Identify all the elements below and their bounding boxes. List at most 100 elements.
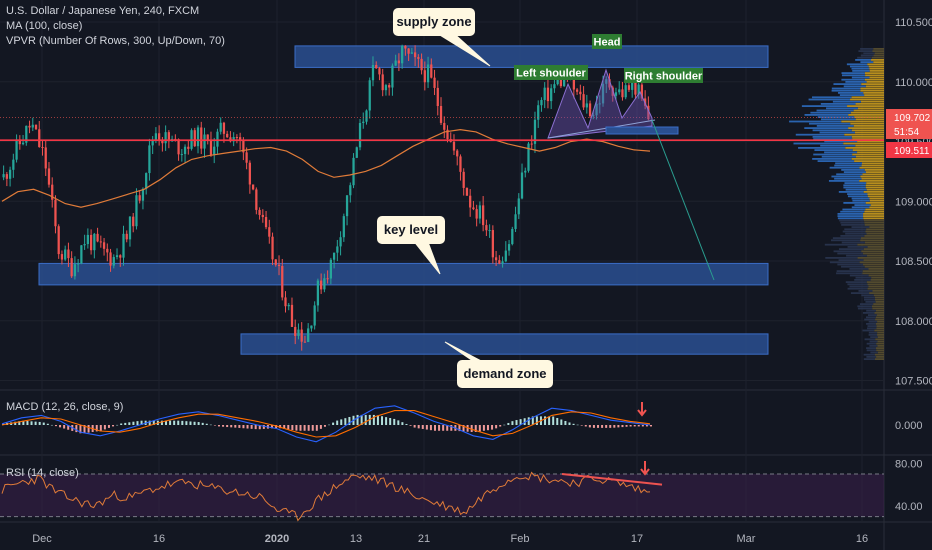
vp-down-bar bbox=[877, 334, 884, 336]
vp-up-bar bbox=[849, 268, 869, 270]
candle-body bbox=[193, 130, 196, 147]
vp-up-bar bbox=[866, 349, 877, 352]
vp-up-bar bbox=[829, 261, 860, 264]
candle-body bbox=[614, 92, 618, 96]
candle-body bbox=[239, 137, 242, 141]
vp-up-bar bbox=[846, 63, 868, 66]
candle-body bbox=[514, 214, 517, 229]
vp-up-bar bbox=[801, 105, 848, 107]
vp-down-bar bbox=[869, 70, 884, 72]
candle-body bbox=[358, 123, 362, 148]
macd-histogram-bar bbox=[409, 425, 412, 426]
vp-up-bar bbox=[837, 213, 864, 215]
macd-histogram-bar bbox=[470, 425, 473, 433]
vp-up-bar bbox=[839, 219, 864, 222]
chart-symbol-title[interactable]: U.S. Dollar / Japanese Yen, 240, FXCM bbox=[6, 5, 200, 17]
right-shoulder-label: Right shoulder bbox=[624, 68, 703, 83]
candle-body bbox=[112, 257, 115, 266]
vp-up-bar bbox=[840, 235, 865, 237]
vp-up-bar bbox=[868, 331, 878, 334]
vp-up-bar bbox=[867, 325, 877, 327]
macd-histogram-bar bbox=[99, 425, 102, 431]
ma-indicator-label[interactable]: MA (100, close) bbox=[6, 20, 83, 32]
candle-body bbox=[537, 105, 540, 120]
vp-down-bar bbox=[877, 340, 884, 343]
macd-histogram-bar bbox=[63, 425, 66, 429]
candle-body bbox=[401, 45, 404, 64]
candle-body bbox=[323, 278, 326, 290]
vp-up-bar bbox=[836, 270, 863, 272]
macd-histogram-bar bbox=[299, 425, 302, 431]
candle-body bbox=[533, 119, 537, 144]
macd-histogram-bar bbox=[185, 421, 188, 425]
vp-down-bar bbox=[863, 217, 884, 220]
candle-body bbox=[180, 154, 183, 156]
vp-up-bar bbox=[847, 283, 868, 286]
vp-up-bar bbox=[847, 287, 868, 290]
vp-up-bar bbox=[855, 276, 872, 279]
candle-body bbox=[527, 143, 530, 171]
candle-body bbox=[550, 88, 553, 102]
candle-body bbox=[579, 91, 582, 95]
vp-up-bar bbox=[870, 351, 878, 354]
macd-histogram-bar bbox=[564, 420, 567, 425]
macd-histogram-bar bbox=[222, 425, 225, 427]
macd-histogram-bar bbox=[103, 425, 106, 430]
macd-histogram-bar bbox=[328, 424, 331, 426]
rsi-tick-label: 80.00 bbox=[895, 458, 923, 470]
vp-down-bar bbox=[857, 107, 884, 110]
vp-up-bar bbox=[845, 81, 867, 83]
rsi-indicator-label[interactable]: RSI (14, close) bbox=[6, 467, 79, 479]
vp-down-bar bbox=[867, 287, 884, 290]
candle-body bbox=[5, 174, 8, 179]
vp-up-bar bbox=[838, 259, 864, 261]
vp-down-bar bbox=[874, 358, 884, 360]
macd-histogram-bar bbox=[22, 420, 25, 425]
macd-histogram-bar bbox=[389, 418, 392, 425]
vp-down-bar bbox=[865, 202, 884, 204]
price-tag-label: 109.511 bbox=[894, 146, 930, 157]
vp-down-bar bbox=[859, 261, 884, 264]
candle-body bbox=[459, 156, 462, 172]
head-label: Head bbox=[592, 34, 622, 49]
macd-histogram-bar bbox=[503, 424, 506, 426]
candle-body bbox=[86, 234, 89, 245]
vp-down-bar bbox=[852, 149, 884, 151]
candle-body bbox=[132, 216, 135, 227]
vp-up-bar bbox=[841, 241, 865, 244]
macd-histogram-bar bbox=[197, 422, 200, 425]
price-tick-label: 108.000 bbox=[895, 316, 932, 328]
vp-down-bar bbox=[853, 125, 884, 127]
zone-supply-zone bbox=[294, 45, 769, 68]
macd-histogram-bar bbox=[576, 424, 579, 426]
vp-up-bar bbox=[845, 281, 867, 283]
vp-down-bar bbox=[865, 230, 884, 233]
vpvr-indicator-label[interactable]: VPVR (Number Of Rows, 300, Up/Down, 70) bbox=[6, 35, 225, 47]
vp-up-bar bbox=[833, 250, 862, 253]
vp-down-bar bbox=[855, 118, 884, 121]
macd-histogram-bar bbox=[381, 416, 384, 425]
vp-up-bar bbox=[843, 186, 866, 189]
vp-down-bar bbox=[864, 72, 884, 74]
vp-down-bar bbox=[867, 193, 884, 195]
vp-down-bar bbox=[873, 54, 884, 57]
candle-body bbox=[339, 237, 342, 247]
macd-histogram-bar bbox=[279, 425, 282, 429]
candle-body bbox=[158, 133, 161, 141]
supply-zone-callout-text: supply zone bbox=[396, 14, 471, 29]
vp-down-bar bbox=[864, 210, 884, 213]
candle-body bbox=[624, 85, 627, 98]
candle-body bbox=[326, 278, 329, 280]
vp-up-bar bbox=[821, 155, 856, 158]
macd-indicator-label[interactable]: MACD (12, 26, close, 9) bbox=[6, 401, 124, 413]
vp-up-bar bbox=[812, 129, 852, 132]
macd-histogram-bar bbox=[572, 423, 575, 425]
candle-body bbox=[67, 249, 70, 259]
candle-body bbox=[572, 75, 575, 90]
price-tick-label: 109.000 bbox=[895, 196, 932, 208]
candle-body bbox=[404, 45, 407, 49]
vp-up-bar bbox=[804, 114, 849, 116]
vp-up-bar bbox=[837, 217, 864, 220]
candle-body bbox=[494, 257, 498, 261]
candle-body bbox=[491, 230, 494, 258]
